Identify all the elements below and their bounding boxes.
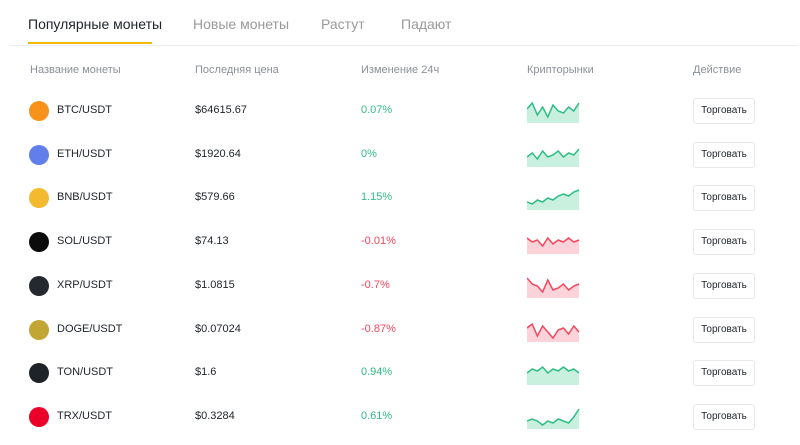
sparkline-svg xyxy=(526,236,580,255)
sparkline-svg xyxy=(526,322,580,342)
sparkline-svg xyxy=(526,277,580,298)
column-header: Изменение 24ч xyxy=(361,64,440,76)
pair: TON/USDT xyxy=(57,366,114,379)
trade-button[interactable]: Торговать xyxy=(693,141,755,168)
price: $1.6 xyxy=(195,366,217,379)
pair: SOL/USDT xyxy=(57,235,113,248)
active-tab-underline xyxy=(28,42,152,44)
pair: BNB/USDT xyxy=(57,191,113,204)
sparkline-svg xyxy=(526,101,580,123)
pair: TRX/USDT xyxy=(57,409,112,422)
coin-icon xyxy=(29,188,49,209)
trade-button[interactable]: Торговать xyxy=(693,185,755,212)
sparkline xyxy=(526,318,580,342)
trade-button[interactable]: Торговать xyxy=(693,403,755,430)
sparkline xyxy=(526,99,580,123)
sparkline-area xyxy=(527,323,579,342)
sparkline xyxy=(526,274,580,298)
pair: ETH/USDT xyxy=(57,147,112,160)
sparkline-svg xyxy=(526,189,580,211)
sparkline-line xyxy=(526,322,580,339)
column-header: Последняя цена xyxy=(195,64,279,76)
coin-icon xyxy=(29,406,49,427)
trade-button[interactable]: Торговать xyxy=(693,360,755,387)
change: 0.61% xyxy=(361,409,393,422)
price: $579.66 xyxy=(195,191,235,204)
sparkline xyxy=(526,143,580,167)
column-header: Крипторынки xyxy=(527,64,594,76)
pair: DOGE/USDT xyxy=(57,322,123,335)
change: -0.01% xyxy=(361,235,396,248)
sparkline-line xyxy=(526,148,580,160)
tab[interactable]: Растут xyxy=(321,16,365,32)
sparkline-area xyxy=(527,408,579,429)
coin-icon xyxy=(29,275,49,296)
sparkline-line xyxy=(526,277,580,294)
sparkline-area xyxy=(527,367,579,386)
sparkline-svg xyxy=(526,148,580,167)
trade-button[interactable]: Торговать xyxy=(693,229,755,256)
price: $74.13 xyxy=(195,235,229,248)
coin-icon xyxy=(29,144,49,165)
change: -0.7% xyxy=(361,278,390,291)
change: -0.87% xyxy=(361,322,396,335)
change: 1.15% xyxy=(361,191,393,204)
sparkline-area xyxy=(527,238,579,255)
sparkline-area xyxy=(527,277,579,298)
price: $1920.64 xyxy=(195,147,241,160)
sparkline xyxy=(526,405,580,429)
sparkline-area xyxy=(527,148,579,167)
column-header: Название монеты xyxy=(30,64,121,76)
tab[interactable]: Падают xyxy=(401,16,452,32)
price: $1.0815 xyxy=(195,278,235,291)
sparkline xyxy=(526,361,580,386)
sparkline-svg xyxy=(526,408,580,429)
sparkline-line xyxy=(526,408,580,426)
column-header: Действие xyxy=(693,64,742,76)
sparkline-line xyxy=(526,236,580,248)
pair: XRP/USDT xyxy=(57,278,113,291)
sparkline-svg xyxy=(526,366,580,386)
coin-icon xyxy=(29,363,49,384)
coin-icon xyxy=(29,101,49,121)
coin-icon xyxy=(29,319,49,340)
change: 0% xyxy=(361,147,377,160)
price: $0.07024 xyxy=(195,322,241,335)
pair: BTC/USDT xyxy=(57,104,112,116)
coin-icon xyxy=(29,232,49,253)
price: $0.3284 xyxy=(195,409,235,422)
change: 0.94% xyxy=(361,366,393,379)
sparkline-area xyxy=(527,103,579,123)
sparkline xyxy=(526,230,580,255)
trade-button[interactable]: Торговать xyxy=(693,272,755,299)
sparkline-line xyxy=(526,189,580,206)
change: 0.07% xyxy=(361,104,393,116)
tab[interactable]: Новые монеты xyxy=(193,16,290,32)
tab-divider xyxy=(10,45,798,46)
sparkline-line xyxy=(526,101,580,119)
trade-button[interactable]: Торговать xyxy=(693,316,755,343)
sparkline xyxy=(526,186,580,211)
tab[interactable]: Популярные монеты xyxy=(28,16,163,32)
trade-button[interactable]: Торговать xyxy=(693,98,755,124)
sparkline-line xyxy=(526,366,580,375)
price: $64615.67 xyxy=(195,104,247,116)
